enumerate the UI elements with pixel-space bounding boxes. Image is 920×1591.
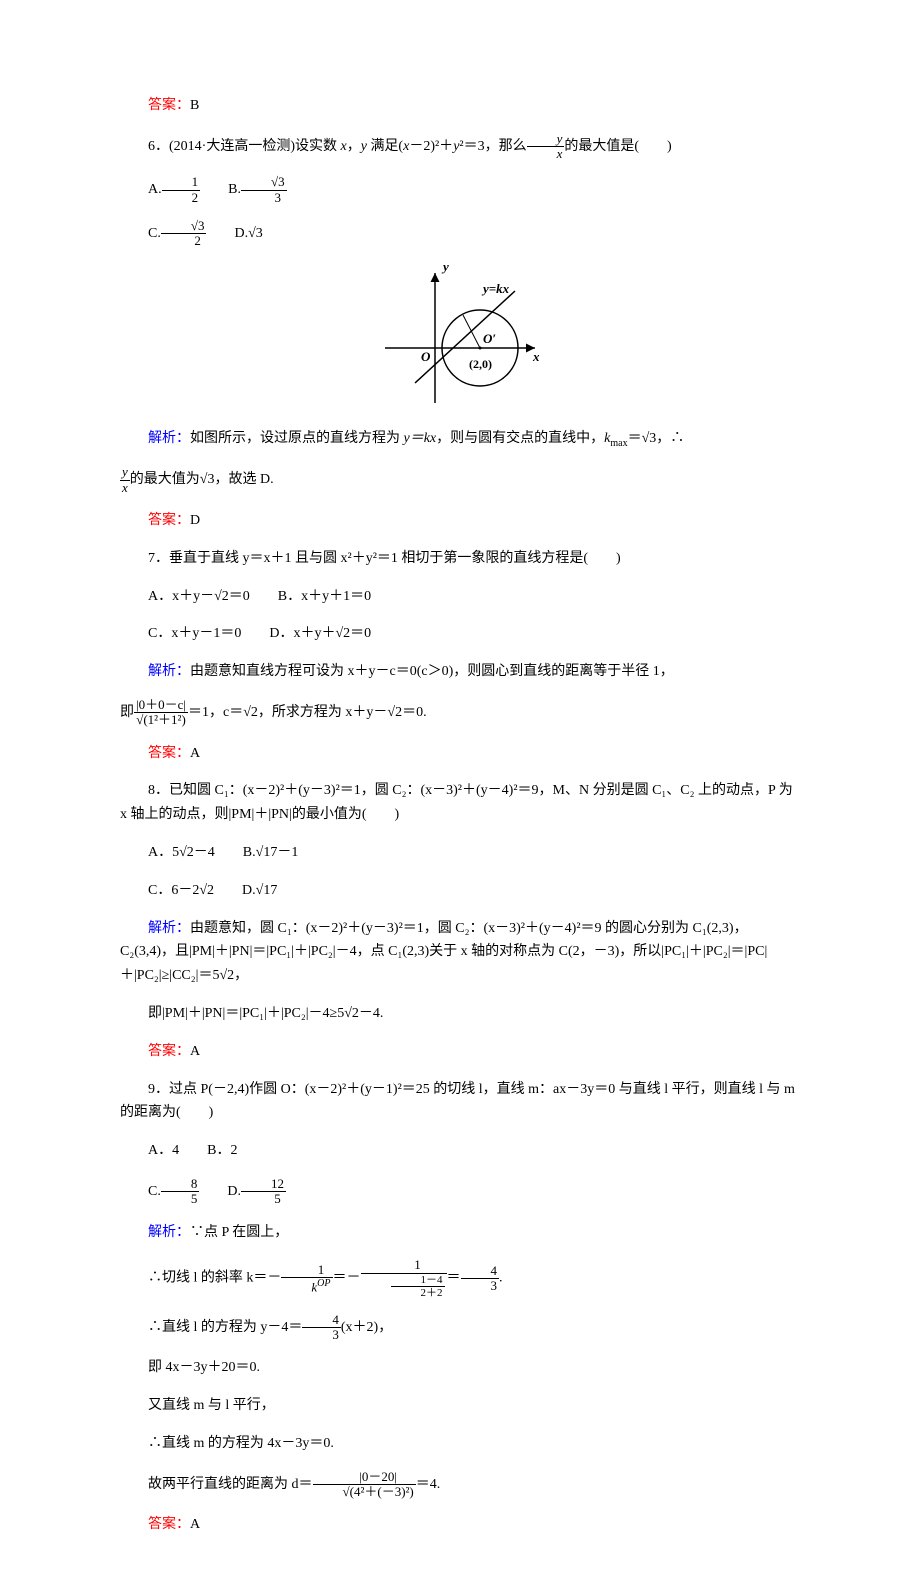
svg-text:y: y	[441, 263, 449, 274]
q5-answer-value: B	[190, 98, 199, 113]
q9-stem: 9．过点 P(－2,4)作圆 O：(x－2)²＋(y－1)²＝25 的切线 l，…	[120, 1078, 800, 1126]
q9-c: C.	[148, 1184, 161, 1199]
q6-s: 满足(	[367, 139, 403, 154]
q6-answer: 答案：D	[120, 509, 800, 533]
q6-b: B.	[228, 182, 241, 197]
svg-text:x: x	[532, 349, 540, 364]
q9-analysis-3: ∴直线 l 的方程为 y－4＝43(x＋2)，	[120, 1313, 800, 1343]
q9-analysis-5: 又直线 m 与 l 平行，	[120, 1394, 800, 1418]
q6-c: C.	[148, 226, 161, 241]
q8-ansv: A	[190, 1044, 200, 1059]
q9-answer: 答案：A	[120, 1513, 800, 1537]
q8-analysis-2: 即|PM|＋|PN|＝|PC₁|＋|PC₂|－4≥5√2－4.	[120, 1002, 800, 1026]
q9-a2c: ＝	[447, 1271, 461, 1286]
q6-analysis-2: yx的最大值为√3，故选 D.	[120, 465, 800, 495]
q8-ansl: 答案：	[148, 1044, 190, 1059]
q7-analysis-2: 即|0＋0－c|√(1²＋1²)＝1，c＝√2，所求方程为 x＋y－√2＝0.	[120, 698, 800, 728]
q8-analysis-1: 解析：由题意知，圆 C₁：(x－2)²＋(y－3)²＝1，圆 C₂：(x－3)²…	[120, 917, 800, 988]
q9-ansv: A	[190, 1517, 200, 1532]
q9-al: 解析：	[148, 1225, 190, 1240]
q6-e1: －2)²＋	[409, 139, 453, 154]
q9-analysis-7: 故两平行直线的距离为 d＝|0－20|√(4²＋(－3)²)＝4.	[120, 1470, 800, 1500]
q6-a5: 的最大值为	[130, 472, 200, 487]
q7-a2a: 即	[120, 705, 134, 720]
q6-ae: y＝kx	[404, 431, 437, 446]
q6-sub: max	[610, 437, 627, 448]
q6-a1: 如图所示，设过原点的直线方程为	[190, 431, 404, 446]
q6-d: D.	[234, 226, 248, 241]
q7-ansv: A	[190, 746, 200, 761]
q6-stem-pre: 6．(2014·大连高一检测)设实数	[148, 139, 341, 154]
q8-a1: 由题意知，圆 C₁：(x－2)²＋(y－3)²＝1，圆 C₂：(x－3)²＋(y…	[120, 921, 767, 984]
svg-text:y=kx: y=kx	[481, 281, 510, 296]
q9-opts-cd: C.85 D.125	[120, 1177, 800, 1207]
q8-answer: 答案：A	[120, 1040, 800, 1064]
q9-d: D.	[227, 1184, 241, 1199]
q7-a1: 由题意知直线方程可设为 x＋y－c＝0(c＞0)，则圆心到直线的距离等于半径 1…	[190, 664, 674, 679]
q9-opts-ab: A．4 B．2	[120, 1139, 800, 1163]
q7-analysis-1: 解析：由题意知直线方程可设为 x＋y－c＝0(c＞0)，则圆心到直线的距离等于半…	[120, 660, 800, 684]
q9-analysis-6: ∴直线 m 的方程为 4x－3y＝0.	[120, 1432, 800, 1456]
q7-ansl: 答案：	[148, 746, 190, 761]
q7-opts-ab: A．x＋y－√2＝0 B．x＋y＋1＝0	[120, 585, 800, 609]
q7-answer: 答案：A	[120, 742, 800, 766]
answer-label: 答案：	[148, 98, 190, 113]
q7-stem: 7．垂直于直线 y＝x＋1 且与圆 x²＋y²＝1 相切于第一象限的直线方程是(…	[120, 547, 800, 571]
q7-opts-cd: C．x＋y－1＝0 D．x＋y＋√2＝0	[120, 622, 800, 646]
q8-stem: 8．已知圆 C₁：(x－2)²＋(y－3)²＝1，圆 C₂：(x－3)²＋(y－…	[120, 779, 800, 827]
q9-ansl: 答案：	[148, 1517, 190, 1532]
q6-diagram-svg: y x O O′ (2,0) y=kx	[375, 263, 545, 413]
q5-answer: 答案：B	[120, 94, 800, 118]
q9-analysis-2: ∴切线 l 的斜率 k＝－1kOP＝－11－42＋2＝43.	[120, 1258, 800, 1298]
svg-text:O: O	[421, 349, 431, 364]
q7-al: 解析：	[148, 664, 190, 679]
q6-m1: ，	[347, 139, 361, 154]
q7-a2b: ＝1，c＝√2，所求方程为 x＋y－√2＝0.	[188, 705, 427, 720]
q6-a: A.	[148, 182, 162, 197]
q9-a2d: .	[499, 1271, 503, 1286]
svg-text:(2,0): (2,0)	[469, 357, 492, 371]
analysis-label: 解析：	[148, 431, 190, 446]
q6-a3: ＝	[628, 431, 642, 446]
q6-a4: ，∴	[656, 431, 684, 446]
q8-opts-cd: C．6－2√2 D.√17	[120, 879, 800, 903]
q9-a7a: 故两平行直线的距离为 d＝	[148, 1477, 313, 1492]
q6-al: 答案：	[148, 513, 190, 528]
q9-a1: ∵点 P 在圆上，	[190, 1225, 288, 1240]
q9-a2b: ＝－	[333, 1271, 361, 1286]
q6-diagram: y x O O′ (2,0) y=kx	[120, 263, 800, 413]
q9-a3a: ∴直线 l 的方程为 y－4＝	[148, 1320, 302, 1335]
q9-a7b: ＝4.	[416, 1477, 441, 1492]
q6-e2: ²＝3，那么	[459, 139, 526, 154]
q6-stem: 6．(2014·大连高一检测)设实数 x，y 满足(x－2)²＋y²＝3，那么y…	[120, 132, 800, 162]
q8-opts-ab: A．5√2－4 B.√17－1	[120, 841, 800, 865]
q9-a2a: ∴切线 l 的斜率 k＝－	[148, 1271, 281, 1286]
q6-analysis-1: 解析：如图所示，设过原点的直线方程为 y＝kx，则与圆有交点的直线中，kmax＝…	[120, 427, 800, 452]
svg-text:O′: O′	[483, 331, 496, 346]
q6-a6: ，故选 D.	[214, 472, 273, 487]
q9-a3b: (x＋2)，	[341, 1320, 392, 1335]
q8-al: 解析：	[148, 921, 190, 936]
q9-analysis-1: 解析：∵点 P 在圆上，	[120, 1221, 800, 1245]
q6-opts-ab: A.12 B.√33	[120, 175, 800, 205]
q6-opts-cd: C.√32 D.√3	[120, 219, 800, 249]
q6-av: D	[190, 513, 200, 528]
q9-analysis-4: 即 4x－3y＋20＝0.	[120, 1356, 800, 1380]
q6-stem-post: 的最大值是( )	[564, 139, 671, 154]
q6-a2: ，则与圆有交点的直线中，	[436, 431, 604, 446]
